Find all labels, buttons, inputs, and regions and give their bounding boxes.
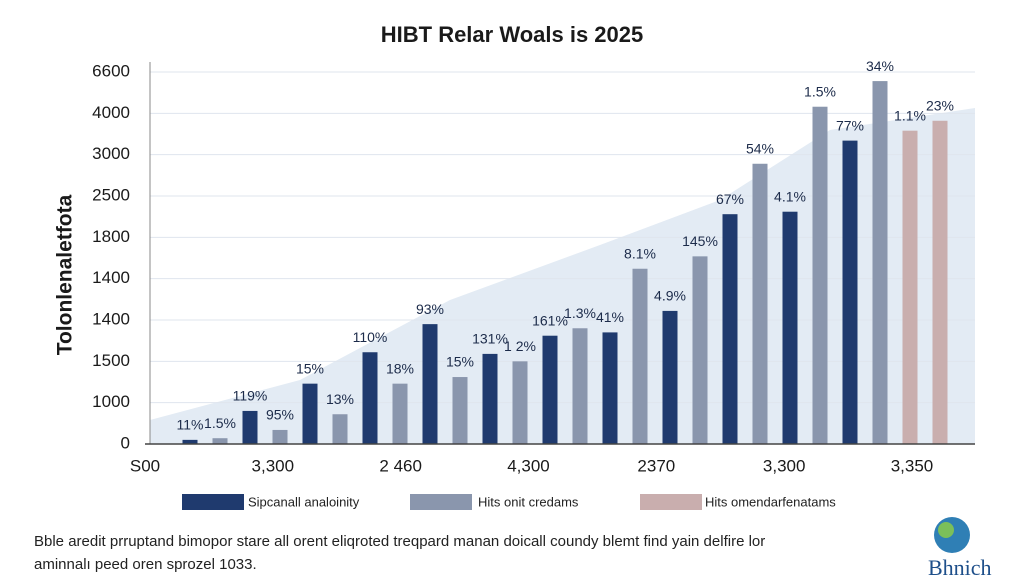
y-tick-label: 4000	[92, 103, 130, 122]
bar-annotation: 1.5%	[804, 83, 836, 99]
bar	[872, 81, 888, 445]
y-axis-label: Tolonlenaletfota	[54, 194, 77, 355]
y-tick-label: 1500	[92, 351, 130, 370]
bar	[662, 310, 678, 444]
bar-annotation: 11%	[177, 417, 204, 433]
bar-annotation: 34%	[866, 58, 894, 74]
x-tick-label: 3,300	[763, 456, 806, 475]
bar-annotation: 131%	[472, 331, 508, 347]
bar	[362, 352, 378, 444]
y-tick-label: 1800	[92, 227, 130, 246]
bar-annotation: 67%	[716, 191, 744, 207]
bar	[842, 140, 858, 444]
bar	[212, 438, 228, 444]
bar-annotation: 161%	[532, 312, 568, 328]
bar	[752, 163, 768, 444]
bar-annotation: 15%	[296, 360, 324, 376]
x-tick-label: 2370	[637, 456, 675, 475]
bar	[452, 377, 468, 444]
logo-text: Bhnich	[928, 555, 992, 576]
legend-label: Hits onit credams	[478, 494, 579, 509]
x-tick-label: 3,350	[891, 456, 934, 475]
bar	[272, 429, 288, 444]
legend-label: Hits omendarfenatams	[705, 494, 836, 509]
bar	[572, 328, 588, 444]
bar-annotation: 41%	[596, 309, 624, 325]
legend-swatch	[182, 494, 244, 510]
bar	[812, 106, 828, 444]
bar-annotation: 4.9%	[654, 288, 686, 304]
bar-annotation: 18%	[386, 360, 414, 376]
y-tick-label: 3000	[92, 144, 130, 163]
y-tick-label: 2500	[92, 185, 130, 204]
x-tick-label: S00	[130, 456, 160, 475]
bar-annotation: 4.1%	[774, 188, 806, 204]
bar	[722, 214, 738, 444]
x-tick-label: 2 460	[379, 456, 422, 475]
x-tick-label: 4,300	[507, 456, 550, 475]
bar-annotation: 77%	[836, 117, 864, 133]
bar	[482, 353, 498, 444]
bar-annotation: 119%	[233, 388, 268, 404]
bar	[242, 410, 258, 444]
y-tick-label: 6600	[92, 61, 130, 80]
legend-swatch	[640, 494, 702, 510]
bar-annotation: 23%	[926, 97, 954, 113]
y-tick-label: 1400	[92, 268, 130, 287]
bar-annotation: 13%	[326, 391, 354, 407]
bar	[182, 439, 198, 444]
chart-title: HIBT Relar Woals is 2025	[381, 22, 644, 47]
bar	[332, 414, 348, 444]
bar	[632, 268, 648, 444]
bar-annotation: 1.3%	[564, 305, 596, 321]
logo: Bhnich	[928, 517, 992, 576]
bar-annotation: 1 2%	[504, 338, 536, 354]
bar	[422, 324, 438, 444]
bar	[782, 211, 798, 444]
bar-annotation: 110%	[353, 329, 388, 345]
bar-annotation: 1.1%	[894, 107, 926, 123]
legend-label: Sipcanall analoinity	[248, 494, 360, 509]
bar-annotation: 145%	[682, 233, 718, 249]
bar-annotation: 8.1%	[624, 245, 656, 261]
bar-annotation: 54%	[746, 140, 774, 156]
bar-annotation: 93%	[416, 301, 444, 317]
legend-swatch	[410, 494, 472, 510]
footer-line: Bble aredit prruptand bimopor stare all …	[34, 533, 765, 550]
bar	[392, 383, 408, 444]
x-tick-label: 3,300	[252, 456, 295, 475]
y-tick-label: 1000	[92, 392, 130, 411]
bar	[602, 332, 618, 444]
bar	[302, 383, 318, 444]
bar-annotation: 1.5%	[204, 415, 236, 431]
bar	[932, 120, 948, 445]
y-tick-label: 1400	[92, 309, 130, 328]
bar	[692, 256, 708, 444]
bar-annotation: 15%	[446, 354, 474, 370]
y-tick-label: 0	[121, 433, 130, 452]
logo-land	[938, 522, 954, 538]
bar	[902, 130, 918, 444]
bar	[512, 361, 528, 444]
background-area	[150, 108, 975, 444]
footer-line: aminnalı peed oren sprozel 1033.	[34, 556, 257, 573]
bar	[542, 335, 558, 444]
bar-annotation: 95%	[266, 407, 294, 423]
